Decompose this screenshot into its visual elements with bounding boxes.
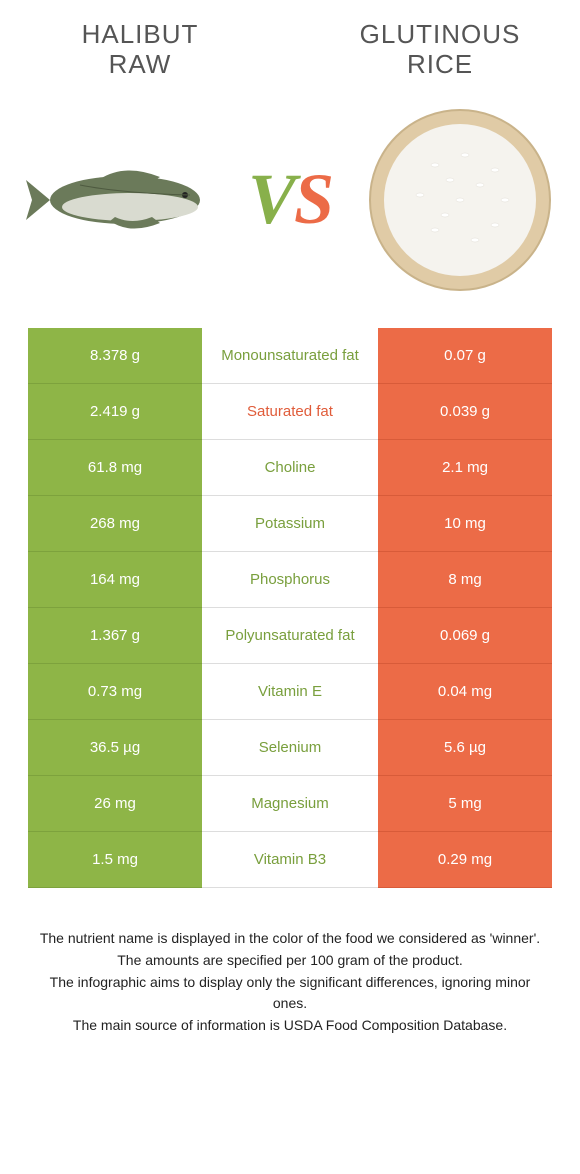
left-value: 26 mg xyxy=(28,776,202,832)
left-title-line1: Halibut xyxy=(82,19,199,49)
right-value: 0.07 g xyxy=(378,328,552,384)
nutrient-label: Choline xyxy=(202,440,378,496)
left-title: Halibut raw xyxy=(40,20,240,80)
footer-notes: The nutrient name is displayed in the co… xyxy=(0,888,580,1035)
footer-line: The main source of information is USDA F… xyxy=(34,1015,546,1035)
vs-v: V xyxy=(248,159,294,239)
nutrient-label: Polyunsaturated fat xyxy=(202,608,378,664)
right-value: 10 mg xyxy=(378,496,552,552)
left-value: 1.367 g xyxy=(28,608,202,664)
table-row: 1.367 gPolyunsaturated fat0.069 g xyxy=(28,608,552,664)
table-row: 8.378 gMonounsaturated fat0.07 g xyxy=(28,328,552,384)
right-value: 2.1 mg xyxy=(378,440,552,496)
images-row: VS xyxy=(0,90,580,328)
table-row: 1.5 mgVitamin B30.29 mg xyxy=(28,832,552,888)
fish-icon xyxy=(20,155,220,245)
nutrient-label: Saturated fat xyxy=(202,384,378,440)
right-value: 0.29 mg xyxy=(378,832,552,888)
nutrient-label: Phosphorus xyxy=(202,552,378,608)
table-row: 61.8 mgCholine2.1 mg xyxy=(28,440,552,496)
left-value: 0.73 mg xyxy=(28,664,202,720)
table-row: 164 mgPhosphorus8 mg xyxy=(28,552,552,608)
footer-line: The nutrient name is displayed in the co… xyxy=(34,928,546,948)
comparison-table: 8.378 gMonounsaturated fat0.07 g2.419 gS… xyxy=(0,328,580,888)
right-title: Glutinous rice xyxy=(340,20,540,80)
nutrient-label: Potassium xyxy=(202,496,378,552)
nutrient-label: Monounsaturated fat xyxy=(202,328,378,384)
right-value: 8 mg xyxy=(378,552,552,608)
rice-image xyxy=(360,100,560,300)
right-value: 0.069 g xyxy=(378,608,552,664)
left-value: 268 mg xyxy=(28,496,202,552)
footer-line: The infographic aims to display only the… xyxy=(34,972,546,1013)
nutrient-label: Magnesium xyxy=(202,776,378,832)
left-title-line2: raw xyxy=(109,49,172,79)
nutrient-label: Vitamin E xyxy=(202,664,378,720)
table-row: 26 mgMagnesium5 mg xyxy=(28,776,552,832)
header: Halibut raw Glutinous rice xyxy=(0,0,580,90)
right-value: 5 mg xyxy=(378,776,552,832)
left-value: 2.419 g xyxy=(28,384,202,440)
right-title-line1: Glutinous xyxy=(360,19,521,49)
vs-label: VS xyxy=(248,158,332,241)
left-value: 8.378 g xyxy=(28,328,202,384)
left-value: 164 mg xyxy=(28,552,202,608)
rice-bowl-icon xyxy=(365,105,555,295)
right-title-line2: rice xyxy=(407,49,473,79)
vs-s: S xyxy=(294,159,332,239)
table-row: 36.5 µgSelenium5.6 µg xyxy=(28,720,552,776)
left-value: 36.5 µg xyxy=(28,720,202,776)
left-value: 61.8 mg xyxy=(28,440,202,496)
halibut-image xyxy=(20,100,220,300)
table-row: 0.73 mgVitamin E0.04 mg xyxy=(28,664,552,720)
left-value: 1.5 mg xyxy=(28,832,202,888)
table-row: 2.419 gSaturated fat0.039 g xyxy=(28,384,552,440)
table-row: 268 mgPotassium10 mg xyxy=(28,496,552,552)
nutrient-label: Vitamin B3 xyxy=(202,832,378,888)
nutrient-label: Selenium xyxy=(202,720,378,776)
right-value: 5.6 µg xyxy=(378,720,552,776)
right-value: 0.04 mg xyxy=(378,664,552,720)
right-value: 0.039 g xyxy=(378,384,552,440)
footer-line: The amounts are specified per 100 gram o… xyxy=(34,950,546,970)
